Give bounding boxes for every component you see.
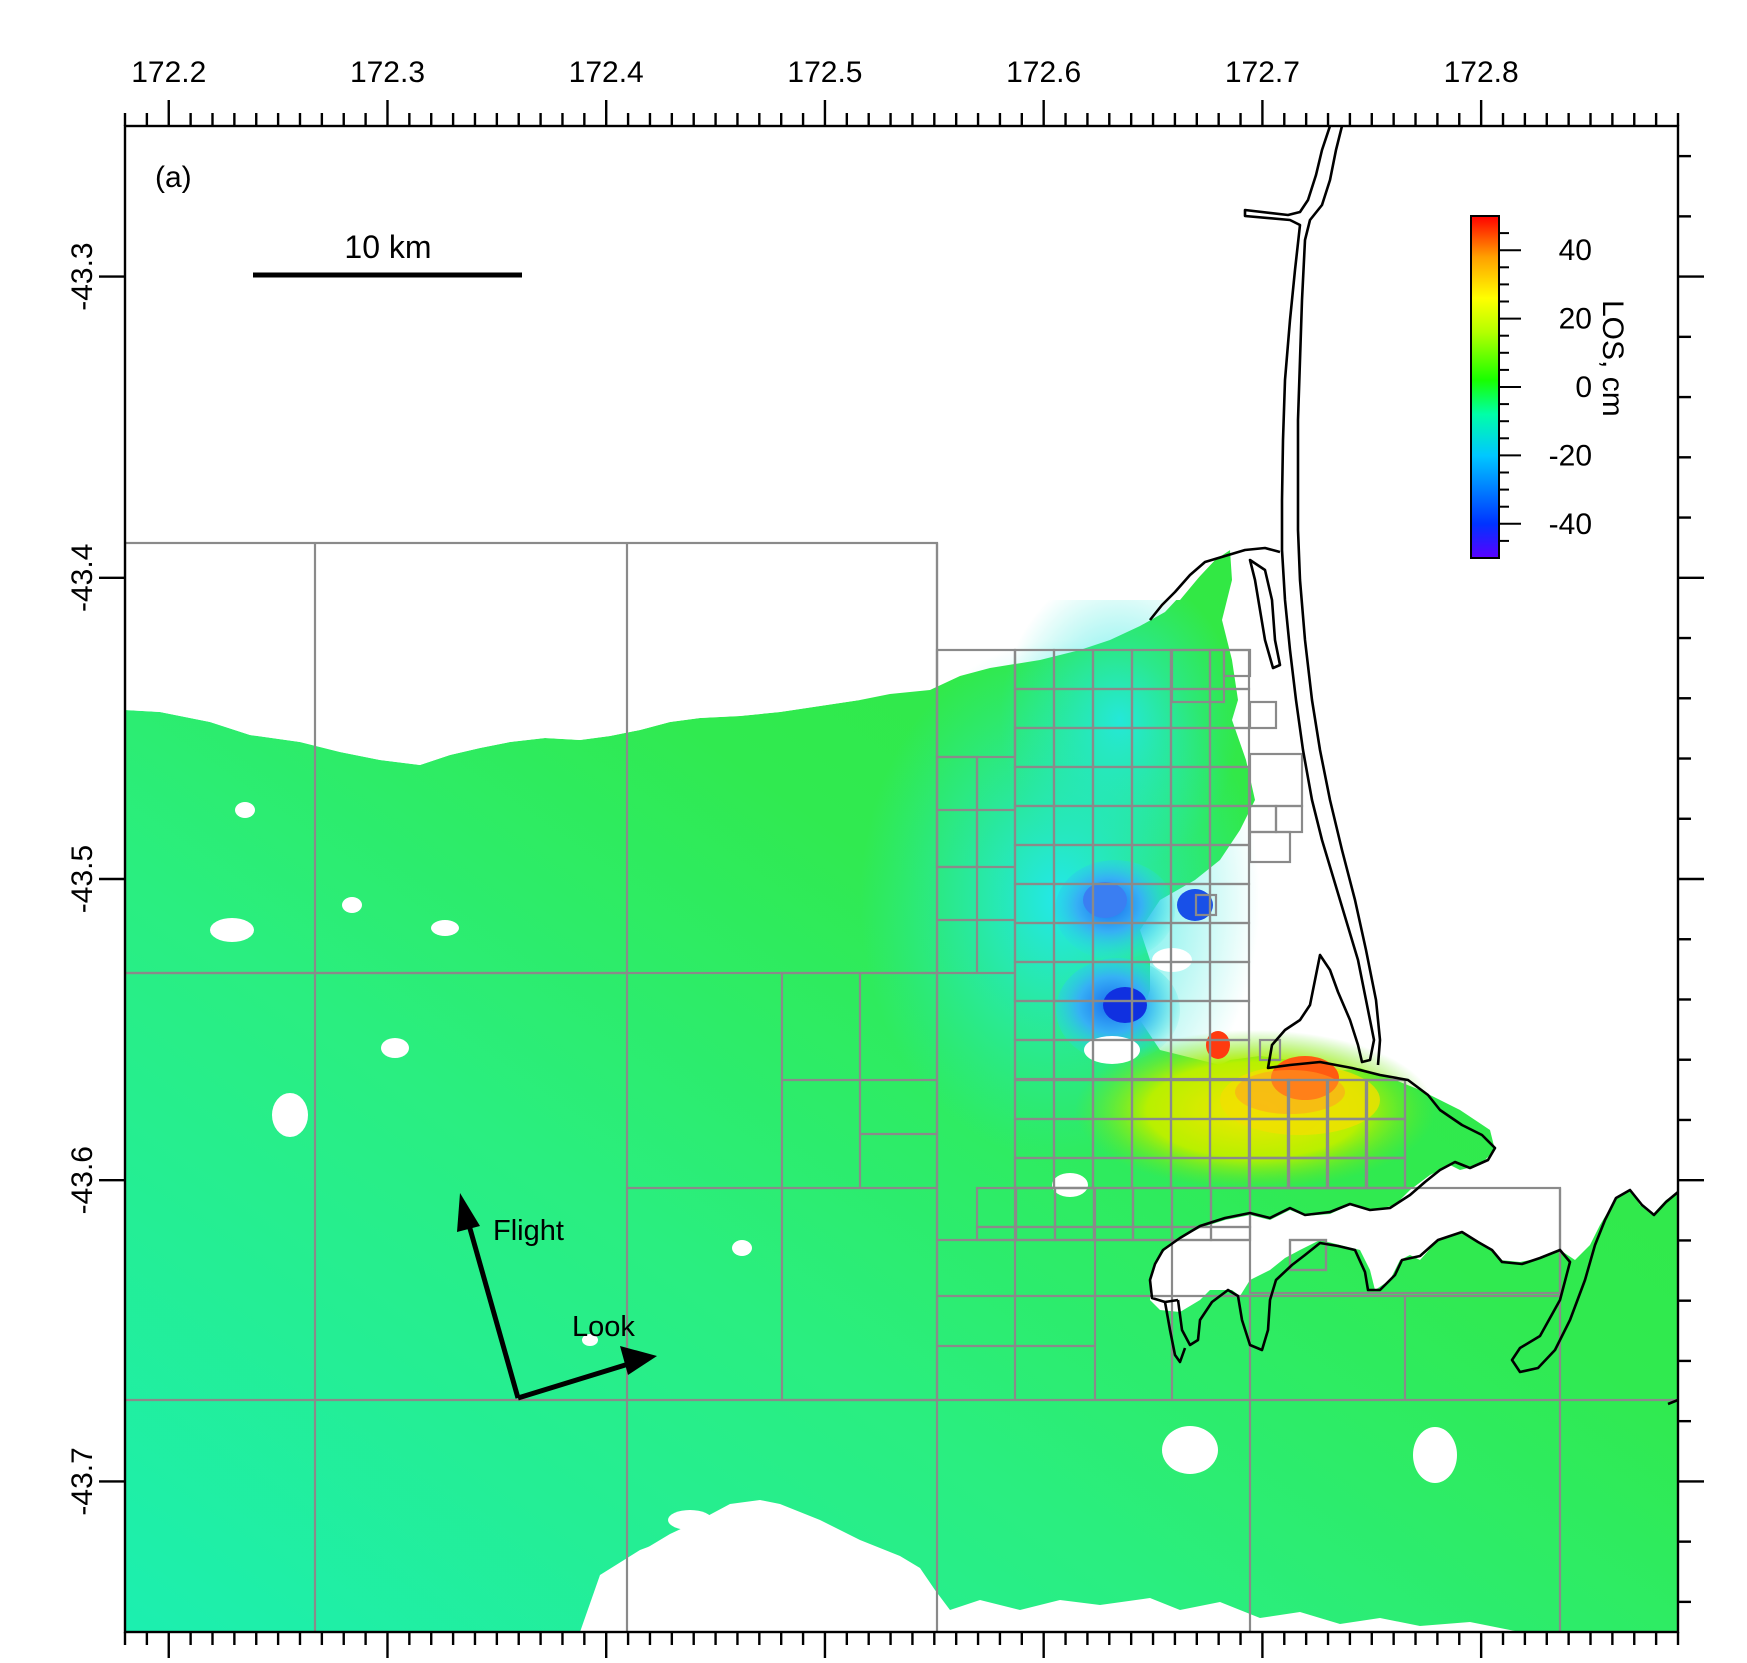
quadtree-cell — [1365, 1156, 1407, 1190]
quadtree-cell — [1248, 700, 1278, 730]
quadtree-cell — [1248, 752, 1304, 808]
x-tick-label: 172.6 — [1006, 56, 1081, 89]
quadtree-cell — [1194, 893, 1218, 917]
x-tick-label: 172.8 — [1444, 56, 1519, 89]
x-tick-label: 172.5 — [787, 56, 862, 89]
look-label: Look — [572, 1311, 635, 1343]
colorbar-tick-label: 20 — [1559, 303, 1592, 336]
subsidence-core-south — [1103, 987, 1147, 1023]
colorbar-tick-labels: 40 20 0 -20 -40 — [1549, 234, 1592, 541]
los-displacement-layer — [125, 540, 1678, 1632]
x-tick-label: 172.2 — [131, 56, 206, 89]
y-tick-label: -43.7 — [66, 1447, 99, 1515]
quadtree-cell — [1209, 1225, 1252, 1242]
scale-bar: 10 km — [253, 229, 522, 278]
colorbar-tick-label: -40 — [1549, 508, 1592, 541]
axis-tick-labels: 172.2 172.3 172.4 172.5 172.6 172.7 172.8 -43.3… — [66, 56, 1519, 1516]
quadtree-cell — [1222, 648, 1252, 678]
axis-ticks — [99, 100, 1704, 1658]
colorbar-tick-label: 40 — [1559, 234, 1592, 267]
no-data-holes — [125, 540, 1457, 1632]
quadtree-grid — [125, 541, 1678, 1632]
cyan-los-zone-north — [1000, 570, 1240, 870]
flight-label: Flight — [493, 1215, 564, 1247]
x-tick-label: 172.3 — [350, 56, 425, 89]
colorbar-title: LOS, cm — [1596, 300, 1629, 417]
flight-look-arrows: Flight Look — [457, 1193, 657, 1401]
colorbar-ticks — [1499, 232, 1521, 542]
quadtree-cell — [1288, 1238, 1328, 1272]
y-tick-label: -43.4 — [66, 544, 99, 612]
quadtree-cell — [1248, 804, 1278, 834]
colorbar-tick-label: -20 — [1549, 439, 1592, 472]
scale-bar-label: 10 km — [344, 229, 431, 265]
fine-quadtree-cells — [975, 648, 1407, 1272]
land-coverage — [125, 550, 1678, 1632]
coastline — [1148, 126, 1678, 1406]
colorbar: 40 20 0 -20 -40 LOS, cm — [1470, 215, 1629, 559]
y-tick-label: -43.3 — [66, 242, 99, 310]
colorbar-tick-label: 0 — [1575, 371, 1592, 404]
panel-label: (a) — [155, 161, 192, 194]
y-tick-label: -43.5 — [66, 845, 99, 913]
x-tick-label: 172.7 — [1225, 56, 1300, 89]
colorbar-ramp — [1470, 215, 1500, 559]
x-tick-label: 172.4 — [569, 56, 644, 89]
uplift-peak-west — [1206, 1031, 1230, 1059]
quadtree-cell — [1274, 804, 1304, 834]
y-tick-label: -43.6 — [66, 1146, 99, 1214]
quadtree-cell — [1248, 830, 1292, 864]
subsidence-core-north — [1083, 882, 1127, 918]
